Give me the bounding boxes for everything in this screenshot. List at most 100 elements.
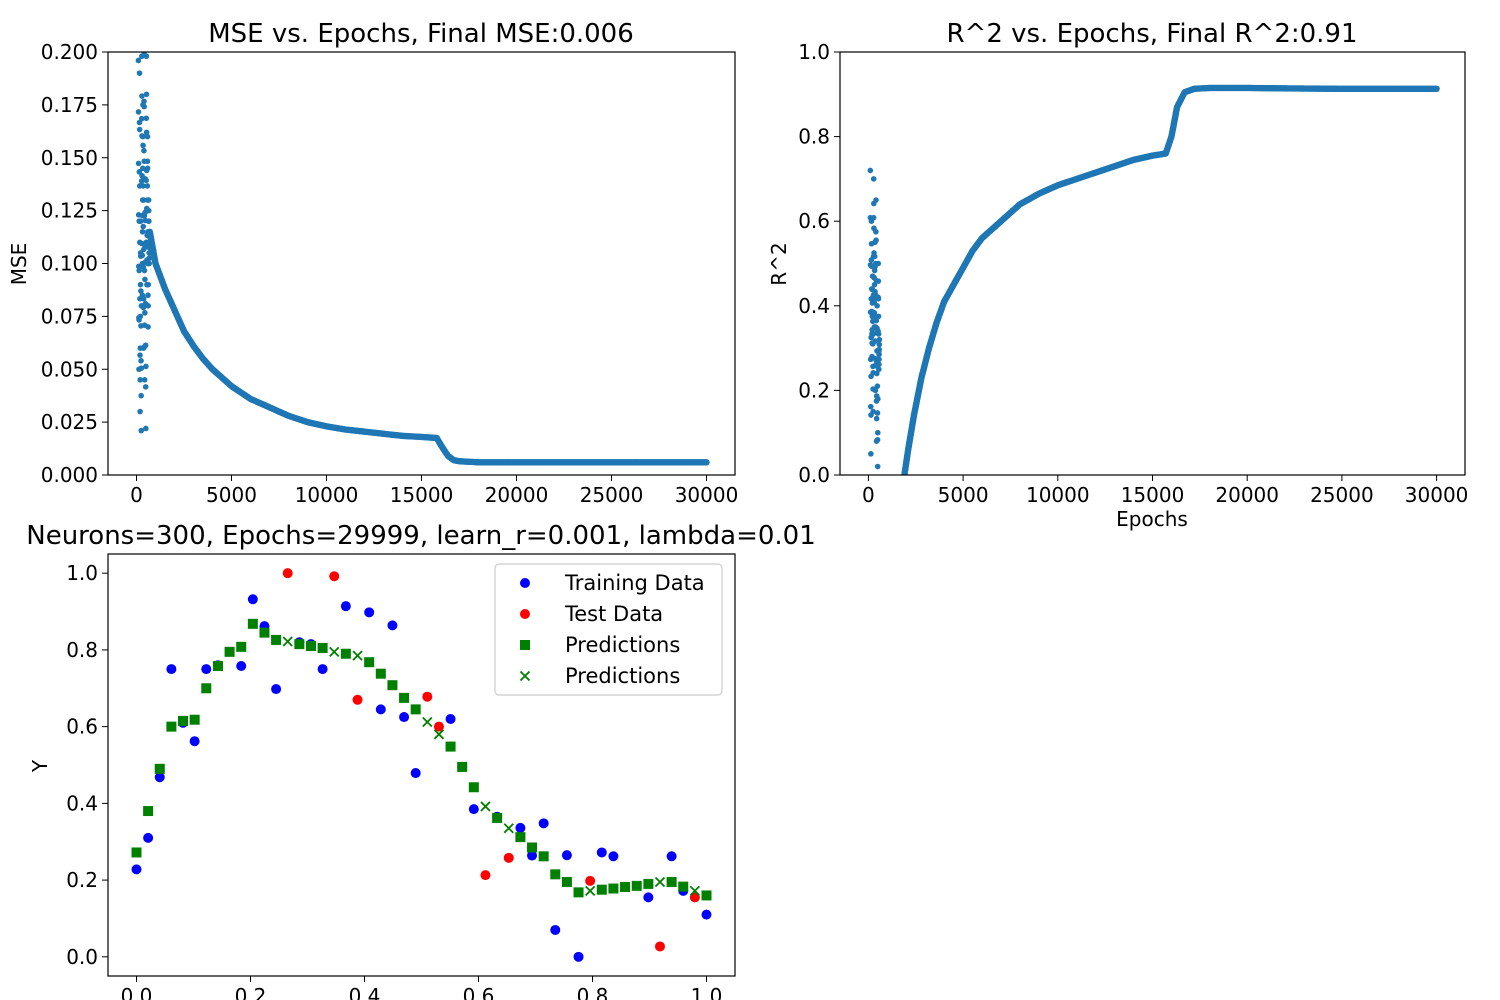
fit-point-test-data-circle xyxy=(282,568,293,579)
fit-point-predictions-square xyxy=(236,641,247,652)
y-tick-label: 0.2 xyxy=(798,378,830,402)
legend-entry-predictions-train: Predictions xyxy=(520,633,680,657)
r2-points xyxy=(867,84,1440,475)
fit-point-training-data-circle xyxy=(468,804,479,815)
fit-point-test-data-circle xyxy=(503,852,514,863)
r2-early-point xyxy=(870,176,877,182)
y-tick-label: 0.175 xyxy=(41,93,98,117)
mse-ticks: 0 5000 10000 15000 20000 25000 30000 0.000 0.025… xyxy=(41,40,739,507)
r2-early-point xyxy=(870,408,876,415)
r2-early-point xyxy=(876,361,882,368)
r2-early-point xyxy=(868,451,874,457)
y-tick-label: 0.4 xyxy=(798,294,830,318)
y-tick-label: 0.125 xyxy=(41,199,98,223)
fit-point-predictions-square xyxy=(468,782,479,793)
y-tick-label: 0.6 xyxy=(66,715,98,739)
legend-predictions-label-2: Predictions xyxy=(565,664,680,688)
mse-early-point xyxy=(140,183,146,189)
fit-point-predictions-square xyxy=(538,851,549,862)
mse-early-point xyxy=(139,252,146,259)
legend-frame xyxy=(494,563,723,696)
mse-early-point xyxy=(138,288,144,294)
x-tick-label: 0.4 xyxy=(349,984,381,1000)
mse-early-point xyxy=(143,115,150,122)
fit-point-test-data-circle xyxy=(422,691,433,702)
fit-point-predictions-x xyxy=(503,823,514,834)
fit-point-test-data-circle xyxy=(480,870,491,881)
r2-early-point xyxy=(875,260,882,267)
mse-early-point xyxy=(146,260,153,267)
legend-predictions-label: Predictions xyxy=(565,633,680,657)
mse-early-point xyxy=(140,295,147,302)
fit-point-training-data-circle xyxy=(445,713,456,724)
r2-early-point xyxy=(867,403,874,410)
fit-title: Neurons=300, Epochs=29999, learn_r=0.001… xyxy=(26,521,816,551)
fit-point-predictions-square xyxy=(399,692,410,703)
r2-early-point xyxy=(874,383,881,389)
fit-point-predictions-x xyxy=(585,885,596,896)
mse-early-point xyxy=(137,377,144,383)
x-tick-label: 30000 xyxy=(675,483,739,507)
x-tick-label: 5000 xyxy=(206,483,257,507)
mse-early-point xyxy=(145,207,152,214)
fit-point-training-data-circle xyxy=(596,847,607,858)
mse-early-point xyxy=(146,255,153,262)
fit-point-test-data-circle xyxy=(689,892,700,903)
mse-plot: MSE vs. Epochs, Final MSE:0.006 MSE 0 500… xyxy=(7,19,738,507)
fit-point-predictions-square xyxy=(189,714,200,725)
fit-point-training-data-circle xyxy=(201,664,212,675)
r2-early-point xyxy=(876,351,882,358)
mse-early-point xyxy=(141,103,147,110)
mse-early-point xyxy=(144,133,151,140)
mse-curve-point xyxy=(703,459,710,466)
r2-axes-frame xyxy=(839,51,1466,476)
fit-point-predictions-x xyxy=(689,885,701,896)
x-tick-label: 5000 xyxy=(938,483,989,507)
r2-early-point xyxy=(871,253,878,260)
fit-point-predictions-square xyxy=(364,657,375,668)
mse-early-point xyxy=(144,165,151,172)
mse-early-point xyxy=(141,377,148,383)
fit-point-training-data-circle xyxy=(515,822,526,833)
fit-point-predictions-square xyxy=(212,661,223,672)
y-tick-label: 1.0 xyxy=(66,561,98,585)
fit-point-training-data-circle xyxy=(189,736,200,747)
mse-early-point xyxy=(136,126,143,133)
fit-point-predictions-x xyxy=(329,646,340,657)
y-tick-label: 0.0 xyxy=(66,945,98,969)
r2-early-point xyxy=(876,356,882,363)
x-tick-label: 15000 xyxy=(390,483,454,507)
y-tick-label: 0.4 xyxy=(66,791,98,815)
mse-early-point xyxy=(138,357,144,364)
fit-point-training-data-circle xyxy=(236,661,247,672)
r2-early-point xyxy=(875,313,882,320)
mse-early-point xyxy=(140,223,147,230)
mse-early-point xyxy=(144,183,151,189)
fit-marks xyxy=(131,568,712,962)
y-tick-label: 0.0 xyxy=(798,463,830,487)
fit-point-predictions-square xyxy=(247,618,258,629)
y-tick-label: 0.075 xyxy=(41,304,98,328)
y-tick-label: 0.150 xyxy=(41,146,98,170)
mse-early-point xyxy=(141,267,148,274)
mse-early-point xyxy=(141,147,147,154)
x-tick-label: 0 xyxy=(862,483,875,507)
fit-point-predictions-square xyxy=(154,763,165,774)
x-tick-label: 20000 xyxy=(485,483,549,507)
r2-xlabel: Epochs xyxy=(1116,507,1188,531)
r2-early-point xyxy=(873,317,880,324)
fit-point-predictions-square xyxy=(201,683,212,694)
legend-entry-training: Training Data xyxy=(520,571,705,595)
legend-entry-predictions-test: Predictions xyxy=(519,664,680,688)
mse-early-point xyxy=(138,115,145,122)
r2-early-point xyxy=(874,436,881,443)
r2-early-point xyxy=(875,295,882,302)
r2-early-point xyxy=(873,197,879,203)
fit-point-predictions-square xyxy=(224,646,235,657)
mse-early-point xyxy=(137,352,143,358)
r2-early-point xyxy=(876,341,883,348)
mse-early-point xyxy=(136,267,142,274)
legend-predictions-x-marker xyxy=(519,670,531,682)
mse-early-point xyxy=(144,158,151,165)
